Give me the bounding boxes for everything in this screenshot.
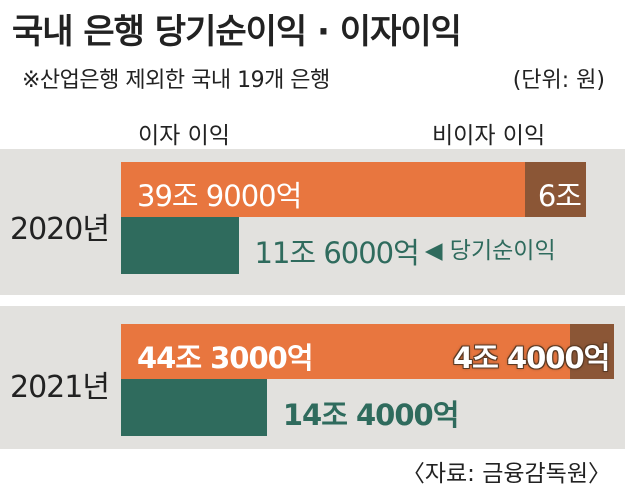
interest-value-2020: 39조 9000억 [137,179,302,213]
net-income-bar-2021 [121,379,267,436]
net-income-value-2021: 14조 4000억 [282,398,460,432]
non-interest-bar-2021 [569,324,615,379]
year-label-2020: 2020년 [10,212,110,247]
legend-non-interest: 비이자 이익 [432,123,546,149]
net-income-bar-2020 [121,217,239,274]
chart-subtitle: ※산업은행 제외한 국내 19개 은행 [22,68,330,93]
interest-bar-2021 [121,324,570,379]
source-label: 〈자료: 금융감독원〉 [401,461,611,487]
net-income-value-2020: 11조 6000억 [254,236,420,270]
non-interest-bar-2020 [525,162,586,217]
unit-label: (단위: 원) [512,68,605,93]
year-label-2021: 2021년 [10,370,110,405]
interest-value-2021: 44조 3000억 [137,341,314,375]
net-income-note: ◀ 당기순이익 [424,238,556,264]
interest-bar-2020 [121,162,526,217]
non-interest-value-2021: 4조 4000억 [453,341,610,375]
legend-interest: 이자 이익 [138,123,230,149]
chart-title: 국내 은행 당기순이익 · 이자이익 [12,12,462,52]
non-interest-value-2020: 6조 [537,179,582,213]
